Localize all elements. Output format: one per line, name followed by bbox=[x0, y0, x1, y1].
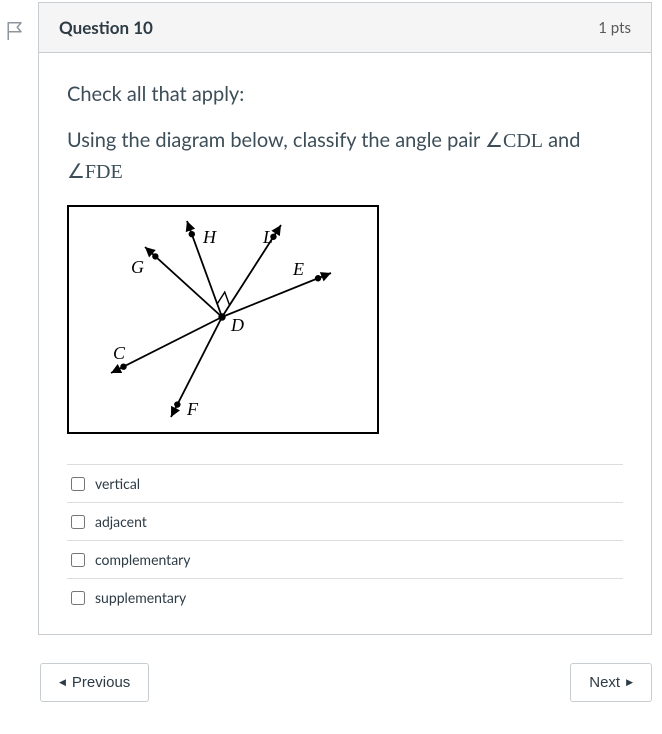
previous-button[interactable]: ◀ Previous bbox=[40, 663, 149, 702]
opt-complementary-checkbox[interactable] bbox=[71, 553, 85, 567]
opt-vertical-label: vertical bbox=[95, 475, 140, 492]
opt-complementary[interactable]: complementary bbox=[67, 541, 623, 579]
svg-text:G: G bbox=[131, 257, 144, 277]
opt-vertical[interactable]: vertical bbox=[67, 465, 623, 503]
prompt-line-2: Using the diagram below, classify the an… bbox=[67, 125, 623, 187]
prompt-joiner: and bbox=[543, 128, 580, 152]
next-label: Next bbox=[589, 674, 620, 691]
prev-label: Previous bbox=[72, 674, 130, 691]
answer-list: vertical adjacent complementary supplementa… bbox=[67, 464, 623, 616]
question-title: Question 10 bbox=[59, 17, 153, 38]
chevron-right-icon: ▶ bbox=[626, 677, 633, 688]
opt-adjacent-checkbox[interactable] bbox=[71, 515, 85, 529]
svg-text:C: C bbox=[113, 343, 126, 363]
svg-text:F: F bbox=[186, 399, 199, 419]
question-body: Check all that apply: Using the diagram … bbox=[39, 53, 651, 634]
angle-1: ∠CDL bbox=[485, 130, 543, 152]
nav-row: ◀ Previous Next ▶ bbox=[40, 663, 652, 702]
svg-text:H: H bbox=[202, 227, 217, 247]
question-points: 1 pts bbox=[598, 19, 631, 37]
opt-supplementary[interactable]: supplementary bbox=[67, 579, 623, 616]
opt-supplementary-label: supplementary bbox=[95, 589, 186, 606]
flag-icon[interactable] bbox=[2, 2, 28, 42]
opt-adjacent-label: adjacent bbox=[95, 513, 147, 530]
chevron-left-icon: ◀ bbox=[59, 677, 66, 688]
opt-supplementary-checkbox[interactable] bbox=[71, 591, 85, 605]
question-header: Question 10 1 pts bbox=[39, 3, 651, 53]
svg-text:E: E bbox=[292, 259, 304, 279]
question-card: Question 10 1 pts Check all that apply: … bbox=[38, 2, 652, 635]
opt-complementary-label: complementary bbox=[95, 551, 190, 568]
opt-vertical-checkbox[interactable] bbox=[71, 477, 85, 491]
prompt-line-1: Check all that apply: bbox=[67, 81, 623, 107]
angle-2: ∠FDE bbox=[67, 161, 123, 183]
opt-adjacent[interactable]: adjacent bbox=[67, 503, 623, 541]
svg-text:L: L bbox=[262, 227, 273, 247]
angle-diagram: C E F L G H D bbox=[67, 205, 379, 434]
next-button[interactable]: Next ▶ bbox=[570, 663, 652, 702]
prompt-text: Using the diagram below, classify the an… bbox=[67, 128, 485, 152]
svg-text:D: D bbox=[230, 315, 244, 335]
